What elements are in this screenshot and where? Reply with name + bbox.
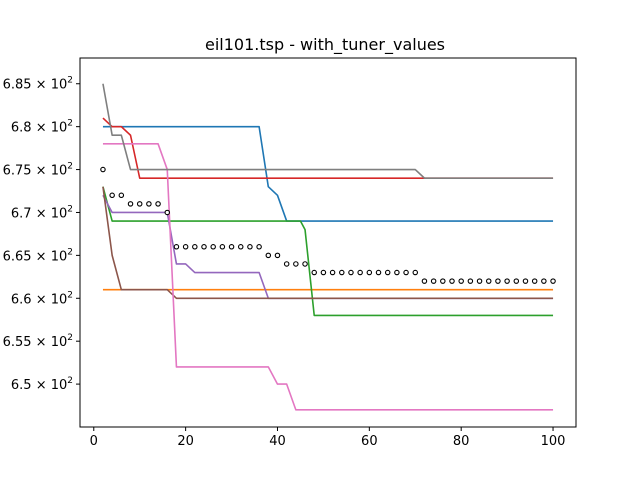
scatter-point-18 [256,244,262,250]
scatter-point-29 [357,269,363,276]
scatter-point-46 [513,278,520,284]
series-line-5 [102,194,554,300]
scatter-point-44 [495,278,501,284]
scatter-point-26 [329,269,336,276]
scatter-point-7 [155,201,161,207]
x-axis: 0 20 40 60 80 100 [90,427,566,449]
scatter-layer [100,166,556,284]
series-layer [102,83,554,411]
scatter-point-23 [302,261,308,267]
series-line-1 [102,125,554,222]
scatter-point-4 [127,201,134,207]
y-tick-label-3: 6.65 × 102 [3,247,73,264]
scatter-point-3 [118,192,125,199]
scatter-point-49 [541,278,547,284]
scatter-point-45 [504,278,510,284]
scatter-point-38 [440,278,446,284]
y-tick-label-5: 6.75 × 102 [3,162,73,179]
scatter-point-36 [421,278,428,284]
series-line-3 [102,186,554,317]
scatter-point-6 [146,201,152,207]
scatter-point-16 [237,244,244,250]
plot-area [79,57,577,428]
x-tick-label-4: 80 [453,434,470,449]
x-tick-label-0: 0 [90,434,98,449]
scatter-point-42 [476,278,483,284]
y-tick-label-1: 6.55 × 102 [3,333,73,350]
scatter-point-41 [467,278,474,284]
scatter-point-2 [109,192,115,199]
scatter-point-40 [458,278,464,284]
scatter-point-11 [192,244,198,250]
scatter-point-30 [366,269,373,276]
x-tick-label-2: 40 [269,434,286,449]
scatter-point-34 [403,269,409,276]
series-line-6 [102,186,554,300]
plot-background [80,58,576,427]
scatter-point-13 [210,244,216,250]
scatter-point-14 [219,244,226,250]
scatter-point-32 [384,269,391,276]
series-line-7 [102,143,554,411]
plot-frame [79,57,577,428]
scatter-point-12 [201,244,207,250]
scatter-point-28 [348,269,354,276]
x-tick-label-1: 20 [177,434,194,449]
scatter-point-17 [247,244,253,250]
scatter-point-27 [339,269,345,276]
scatter-point-19 [265,252,272,259]
scatter-point-22 [293,261,299,267]
scatter-point-39 [449,278,455,284]
x-tick-label-5: 100 [541,434,566,449]
scatter-point-10 [182,244,189,250]
y-tick-label-7: 6.85 × 102 [3,76,73,93]
scatter-point-50 [550,278,556,284]
y-axis: 6.5 × 102 6.55 × 102 6.6 × 102 6.65 × 102 6.… [3,76,80,393]
scatter-point-15 [228,244,235,250]
scatter-point-31 [375,269,382,276]
scatter-point-48 [531,278,538,284]
scatter-point-1 [100,166,106,173]
x-tick-label-3: 60 [361,434,378,449]
scatter-point-25 [320,269,327,276]
scatter-point-47 [522,278,529,284]
scatter-point-43 [485,278,492,284]
scatter-point-35 [412,269,419,276]
scatter-point-5 [136,201,143,207]
scatter-point-24 [311,269,317,276]
scatter-point-9 [173,244,180,250]
chart-title: eil101.tsp - with_tuner_values [205,35,445,55]
y-tick-label-6: 6.8 × 102 [11,119,73,136]
scatter-point-8 [164,209,171,216]
scatter-point-37 [430,278,437,284]
scatter-point-33 [394,269,400,276]
series-line-8 [102,83,554,179]
y-tick-label-4: 6.7 × 102 [11,204,73,221]
y-tick-label-2: 6.6 × 102 [11,290,73,307]
scatter-point-20 [274,252,281,259]
scatter-point-21 [283,261,290,267]
y-tick-label-0: 6.5 × 102 [11,376,73,393]
